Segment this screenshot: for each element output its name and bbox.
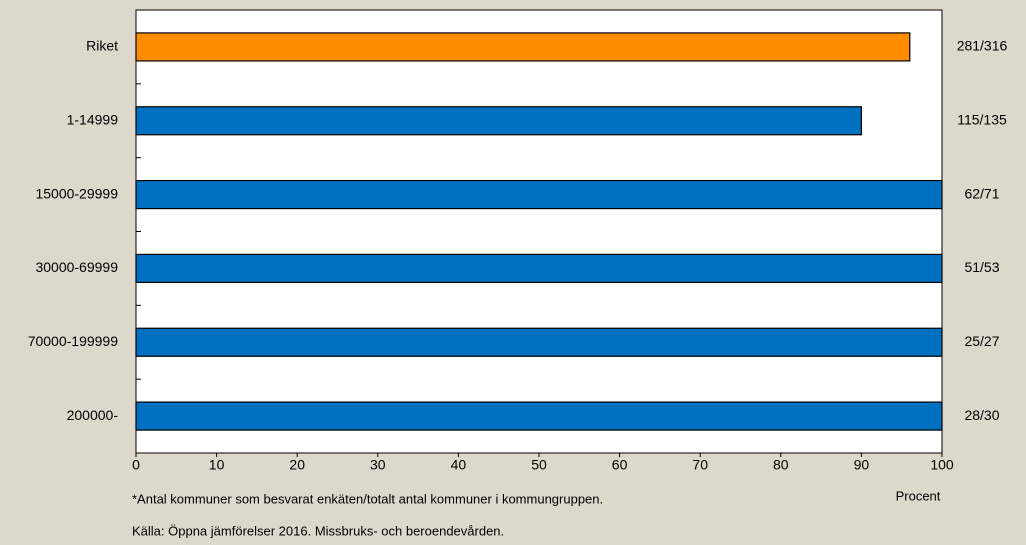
footnote: *Antal kommuner som besvarat enkäten/tot… — [132, 491, 603, 506]
plot-area — [135, 9, 943, 454]
right-label: 281/316 — [957, 38, 1008, 54]
right-label: 51/53 — [964, 259, 999, 275]
bar — [135, 106, 863, 136]
y-tick-label: Riket — [86, 38, 118, 54]
bar — [135, 401, 943, 431]
x-tick-label: 80 — [773, 457, 789, 473]
x-tick-label: 10 — [209, 457, 225, 473]
source-note: Källa: Öppna jämförelser 2016. Missbruks… — [132, 523, 504, 538]
right-label: 28/30 — [964, 407, 999, 423]
x-tick-label: 100 — [930, 457, 954, 473]
y-tick-label: 30000-69999 — [35, 259, 118, 275]
right-label: 62/71 — [964, 185, 999, 201]
bar — [135, 32, 911, 62]
x-tick-label: 90 — [854, 457, 870, 473]
x-tick-label: 50 — [531, 457, 547, 473]
x-tick-label: 0 — [132, 457, 140, 473]
bar — [135, 253, 943, 284]
right-label: 25/27 — [964, 333, 999, 349]
x-tick-label: 40 — [451, 457, 467, 473]
y-tick-label: 15000-29999 — [35, 185, 118, 201]
y-tick-label: 70000-199999 — [28, 333, 119, 349]
bar — [135, 179, 943, 210]
x-tick-label: 70 — [692, 457, 708, 473]
y-tick-label: 200000- — [67, 407, 119, 423]
right-label: 115/135 — [957, 111, 1007, 127]
x-tick-label: 20 — [289, 457, 305, 473]
x-tick-label: 30 — [370, 457, 386, 473]
x-axis-label: Procent — [896, 488, 941, 503]
x-tick-label: 60 — [612, 457, 628, 473]
bar — [135, 327, 943, 357]
y-tick-label: 1-14999 — [67, 111, 119, 127]
